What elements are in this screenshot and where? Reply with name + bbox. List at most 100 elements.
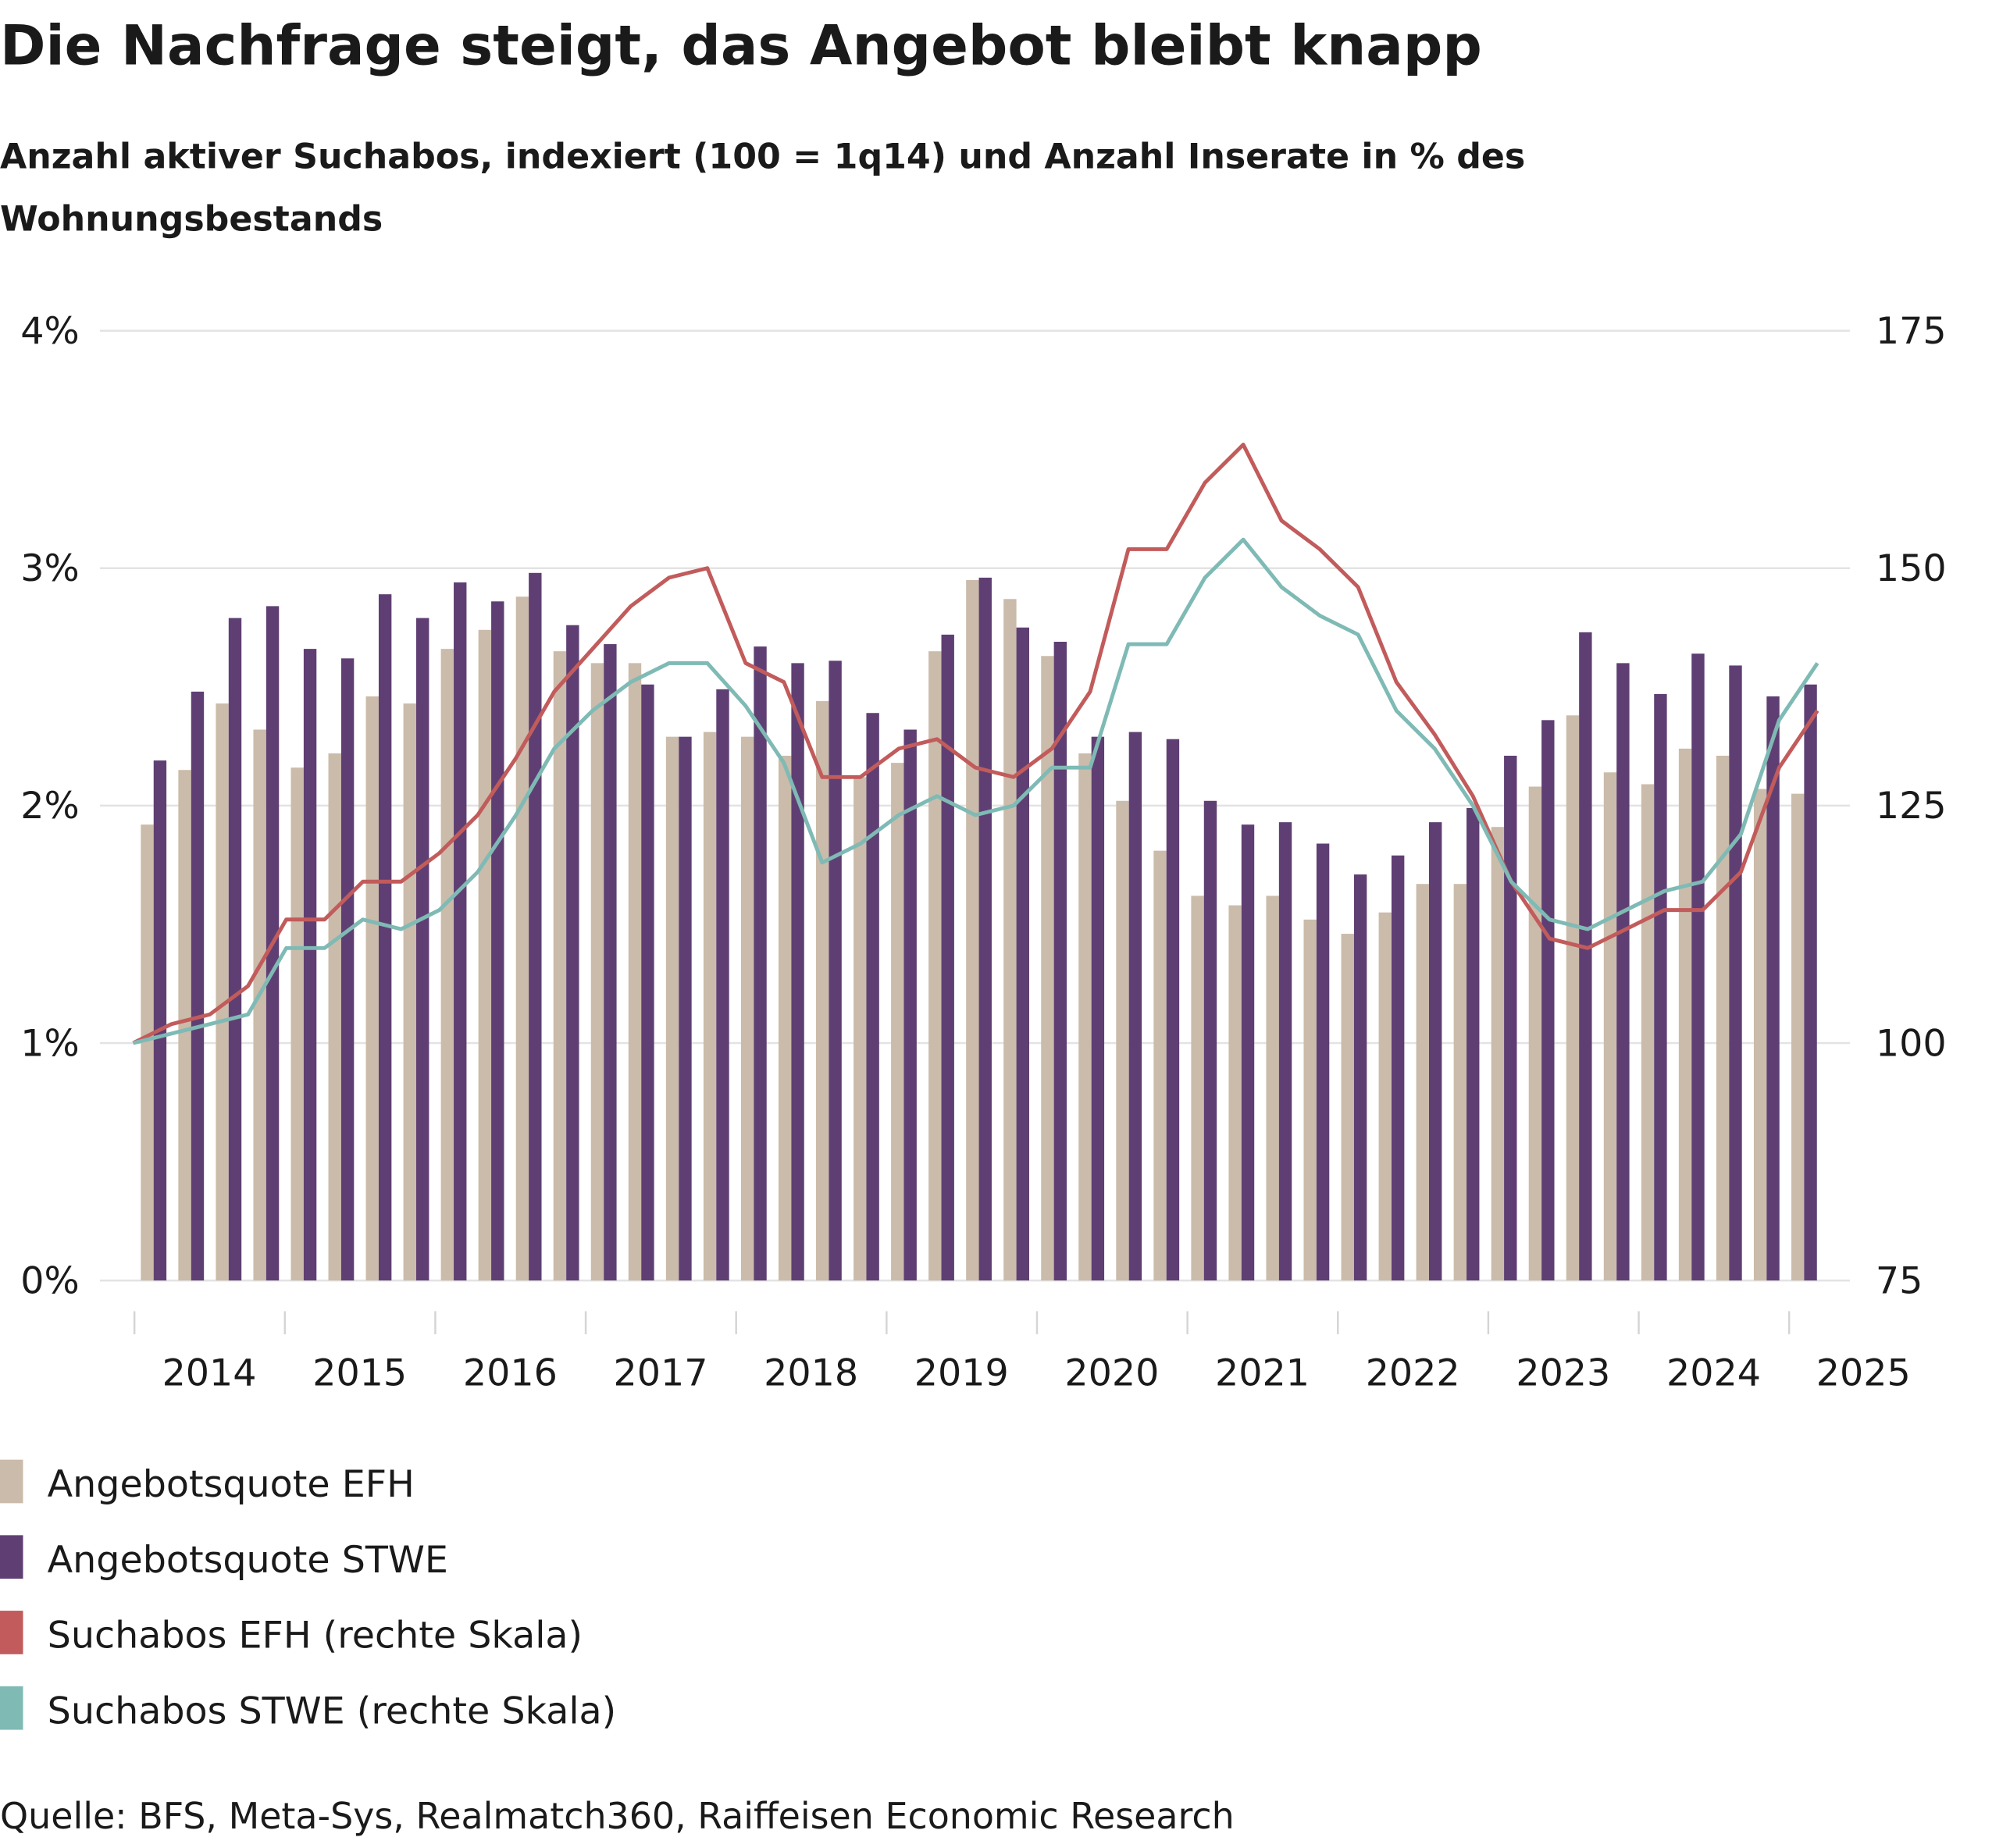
bar-angebotsquote-efh — [1266, 896, 1279, 1281]
bar-angebotsquote-efh — [1116, 800, 1129, 1281]
legend-swatch — [0, 1459, 23, 1504]
bar-angebotsquote-efh — [1041, 656, 1054, 1281]
x-tick-label: 2018 — [764, 1352, 858, 1395]
right-axis: 75 100 125 150 175 — [1876, 310, 1947, 1303]
bar-angebotsquote-efh — [816, 701, 829, 1281]
line-suchabos-stwe — [132, 537, 1819, 1045]
bar-angebotsquote-stwe — [378, 594, 392, 1281]
bar-angebotsquote-efh — [1491, 827, 1505, 1281]
legend: Angebotsquote EFH Angebotsquote STWE Sucha… — [0, 1459, 617, 1732]
bar-angebotsquote-stwe — [153, 760, 167, 1281]
bar-angebotsquote-efh — [891, 763, 904, 1281]
bar-angebotsquote-stwe — [941, 634, 954, 1281]
bar-angebotsquote-efh — [328, 753, 341, 1281]
bar-angebotsquote-stwe — [1729, 665, 1742, 1281]
x-tick-label: 2022 — [1366, 1352, 1460, 1395]
x-axis: 2014 2015 2016 2017 2018 2019 2020 2021 2022 2023… — [133, 1311, 1911, 1395]
bar-angebotsquote-stwe — [716, 689, 729, 1281]
bar-angebotsquote-efh — [1303, 919, 1317, 1281]
x-tick-label: 2015 — [312, 1352, 407, 1395]
bar-angebotsquote-stwe — [1353, 874, 1367, 1281]
bar-angebotsquote-stwe — [1166, 739, 1180, 1281]
legend-label: Suchabos EFH (rechte Skala) — [48, 1615, 583, 1658]
x-tick-label: 2016 — [463, 1352, 558, 1395]
bar-angebotsquote-efh — [178, 770, 191, 1281]
x-tick-label: 2025 — [1816, 1352, 1911, 1395]
bar-angebotsquote-efh — [1753, 789, 1767, 1281]
chart-title: Die Nachfrage steigt, das Angebot bleibt… — [0, 14, 1482, 78]
bar-angebotsquote-stwe — [415, 618, 429, 1281]
bar-angebotsquote-efh — [1603, 772, 1617, 1281]
bar-angebotsquote-stwe — [228, 618, 242, 1281]
bar-angebotsquote-stwe — [1804, 684, 1817, 1281]
left-axis: 0% 1% 2% 3% 4% — [20, 310, 79, 1303]
bar-angebotsquote-stwe — [1091, 736, 1105, 1281]
bar-angebotsquote-stwe — [1203, 800, 1217, 1281]
bar-angebotsquote-efh — [1341, 934, 1354, 1281]
bar-angebotsquote-efh — [1566, 715, 1580, 1281]
bar-angebotsquote-efh — [553, 651, 567, 1281]
lines — [132, 443, 1819, 1045]
bar-angebotsquote-efh — [590, 663, 604, 1281]
legend-label: Suchabos STWE (rechte Skala) — [48, 1690, 617, 1732]
bar-angebotsquote-efh — [1641, 784, 1655, 1281]
right-tick-label: 175 — [1876, 310, 1947, 353]
bar-angebotsquote-stwe — [791, 663, 804, 1281]
bar-angebotsquote-stwe — [1691, 653, 1705, 1281]
bar-angebotsquote-efh — [1228, 905, 1242, 1281]
bar-angebotsquote-stwe — [604, 644, 617, 1281]
legend-swatch — [0, 1535, 23, 1579]
bar-angebotsquote-efh — [1078, 753, 1092, 1281]
bar-angebotsquote-stwe — [191, 691, 205, 1281]
bar-angebotsquote-stwe — [754, 646, 767, 1281]
bar-angebotsquote-efh — [1678, 748, 1692, 1281]
bar-angebotsquote-efh — [253, 729, 266, 1281]
bar-angebotsquote-efh — [440, 649, 454, 1281]
bar-angebotsquote-stwe — [1616, 663, 1630, 1281]
bar-angebotsquote-stwe — [1467, 807, 1480, 1281]
bar-angebotsquote-efh — [740, 736, 754, 1281]
bar-angebotsquote-efh — [515, 596, 529, 1281]
bar-angebotsquote-stwe — [978, 577, 992, 1281]
bar-angebotsquote-efh — [778, 755, 792, 1281]
legend-label: Angebotsquote EFH — [48, 1463, 415, 1506]
bar-angebotsquote-efh — [216, 703, 229, 1281]
x-tick-label: 2014 — [162, 1352, 257, 1395]
left-tick-label: 0% — [20, 1259, 79, 1302]
bar-angebotsquote-stwe — [1541, 720, 1555, 1281]
left-tick-label: 4% — [20, 310, 79, 353]
bar-angebotsquote-efh — [928, 651, 942, 1281]
bar-angebotsquote-stwe — [1654, 693, 1667, 1281]
bar-angebotsquote-stwe — [1278, 822, 1292, 1281]
x-tick-label: 2019 — [914, 1352, 1009, 1395]
bar-angebotsquote-stwe — [454, 582, 467, 1281]
right-tick-label: 100 — [1876, 1022, 1947, 1065]
legend-label: Angebotsquote STWE — [48, 1539, 448, 1582]
x-tick-label: 2021 — [1215, 1352, 1310, 1395]
bar-angebotsquote-efh — [854, 777, 867, 1281]
bar-angebotsquote-efh — [1378, 912, 1392, 1281]
bar-angebotsquote-efh — [1153, 850, 1167, 1281]
bar-angebotsquote-efh — [703, 732, 717, 1281]
bar-angebotsquote-stwe — [1428, 822, 1442, 1281]
bar-angebotsquote-stwe — [679, 736, 692, 1281]
x-tick-label: 2024 — [1666, 1352, 1761, 1395]
bar-angebotsquote-stwe — [303, 649, 317, 1281]
bar-angebotsquote-stwe — [1504, 755, 1517, 1281]
x-tick-label: 2023 — [1516, 1352, 1610, 1395]
bar-angebotsquote-stwe — [340, 658, 355, 1281]
bar-angebotsquote-efh — [403, 703, 416, 1281]
bar-angebotsquote-efh — [665, 736, 679, 1281]
bar-angebotsquote-stwe — [903, 729, 917, 1281]
right-tick-label: 150 — [1876, 547, 1947, 590]
left-tick-label: 3% — [20, 547, 79, 590]
bar-angebotsquote-stwe — [1766, 696, 1780, 1281]
x-tick-label: 2020 — [1064, 1352, 1159, 1395]
bar-angebotsquote-stwe — [491, 601, 504, 1281]
bars — [141, 572, 1817, 1281]
right-tick-label: 75 — [1876, 1259, 1923, 1302]
bar-angebotsquote-stwe — [1316, 843, 1330, 1281]
bar-angebotsquote-efh — [1191, 896, 1204, 1281]
bar-angebotsquote-stwe — [529, 572, 542, 1281]
